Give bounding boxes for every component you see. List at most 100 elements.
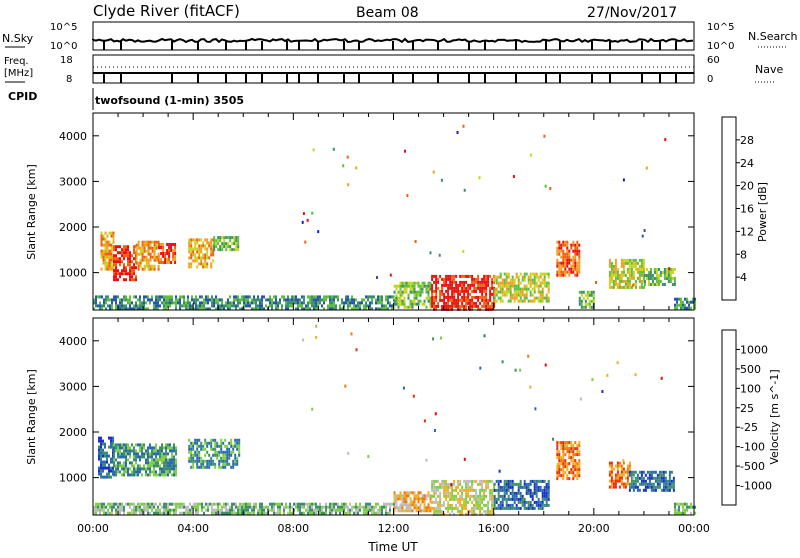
echo-cell xyxy=(236,459,239,463)
echo-cell xyxy=(195,298,197,302)
echo-cell xyxy=(558,240,561,244)
echo-cell xyxy=(511,506,514,510)
echo-cell xyxy=(443,512,446,516)
echo-cell xyxy=(497,482,500,486)
echo-cell xyxy=(453,301,456,305)
echo-cell xyxy=(590,299,593,303)
echo-cell xyxy=(588,299,591,303)
echo-cell xyxy=(295,502,297,506)
echo-cell xyxy=(115,304,117,308)
echo-cell xyxy=(645,268,648,271)
echo-cell xyxy=(618,461,621,465)
echo-cell xyxy=(660,488,663,492)
echo-cell xyxy=(169,449,171,453)
echo-cell xyxy=(642,285,645,289)
echo-cell xyxy=(225,502,227,506)
echo-cell xyxy=(101,307,103,311)
echo-cell xyxy=(200,238,203,242)
echo-cell xyxy=(102,448,104,452)
echo-cell xyxy=(547,485,550,489)
echo-cell xyxy=(560,456,563,460)
echo-cell xyxy=(521,278,524,282)
echo-cell xyxy=(391,307,393,311)
echo-cell xyxy=(572,477,575,481)
echo-cell xyxy=(135,249,138,253)
echo-cell xyxy=(545,284,548,288)
echo-cell xyxy=(369,502,371,506)
echo-cell xyxy=(445,277,448,281)
echo-cell xyxy=(447,485,450,489)
echo-cell xyxy=(133,304,135,308)
echo-cell xyxy=(411,290,414,294)
echo-cell xyxy=(628,279,631,283)
echo-cell xyxy=(630,270,633,274)
echo-cell xyxy=(177,301,179,305)
echo-cell xyxy=(437,485,440,489)
echo-cell xyxy=(640,261,643,265)
echo-cell xyxy=(141,452,143,456)
echo-cell xyxy=(123,254,125,258)
echo-cell xyxy=(473,497,476,501)
echo-cell xyxy=(295,301,297,305)
echo-cell xyxy=(694,505,696,509)
echo-cell xyxy=(413,497,416,501)
echo-cell xyxy=(141,449,143,453)
echo-cell xyxy=(204,465,207,469)
echo-cell xyxy=(415,290,418,294)
echo-cell xyxy=(149,298,151,302)
echo-cell xyxy=(662,479,665,483)
echo-cell xyxy=(632,488,635,492)
echo-cell xyxy=(409,506,412,510)
echo-cell xyxy=(634,485,637,489)
echo-cell xyxy=(200,262,203,266)
echo-cell xyxy=(447,307,450,311)
echo-cell xyxy=(451,280,454,284)
echo-cell xyxy=(108,258,111,262)
echo-cell xyxy=(479,479,482,483)
echo-cell xyxy=(413,284,416,288)
echo-cell xyxy=(211,295,213,299)
echo-cell xyxy=(453,479,456,483)
echo-cell xyxy=(153,449,155,453)
echo-cell xyxy=(181,295,183,299)
echo-cell xyxy=(273,502,275,506)
echo-cell xyxy=(233,239,236,243)
echo-cell xyxy=(427,293,430,297)
echo-cell xyxy=(367,508,369,512)
echo-cell xyxy=(115,502,117,506)
echo-cell xyxy=(147,458,149,462)
echo-cell xyxy=(161,449,163,453)
echo-cell xyxy=(163,470,165,474)
echo-cell xyxy=(652,470,655,474)
echo-cell xyxy=(149,240,152,244)
echo-cell xyxy=(97,304,99,308)
echo-cell xyxy=(483,280,486,284)
echo-cell xyxy=(694,300,696,304)
echo-cell xyxy=(447,503,450,507)
echo-cell xyxy=(570,441,573,445)
echo-cell xyxy=(223,304,225,308)
echo-cell xyxy=(222,453,225,457)
echo-cell xyxy=(612,467,615,471)
echo-cell xyxy=(165,473,167,477)
echo-cell xyxy=(463,500,466,504)
echo-cell xyxy=(141,246,144,250)
echo-cell xyxy=(578,468,581,472)
echo-cell xyxy=(445,494,448,498)
echo-cell xyxy=(243,298,245,302)
echo-cell xyxy=(501,299,504,303)
echo-cell xyxy=(427,509,430,513)
echo-cell xyxy=(193,502,195,506)
echo-cell xyxy=(281,295,283,299)
echo-cell xyxy=(433,274,436,278)
echo-cell xyxy=(499,290,502,294)
echo-cell xyxy=(439,298,442,302)
echo-cell xyxy=(145,473,147,477)
echo-cell xyxy=(622,258,625,262)
echo-cell xyxy=(552,437,554,441)
echo-cell xyxy=(489,307,492,311)
echo-cell xyxy=(227,245,230,249)
echo-cell xyxy=(519,500,522,504)
echo-cell xyxy=(505,491,508,495)
echo-cell xyxy=(545,485,548,489)
